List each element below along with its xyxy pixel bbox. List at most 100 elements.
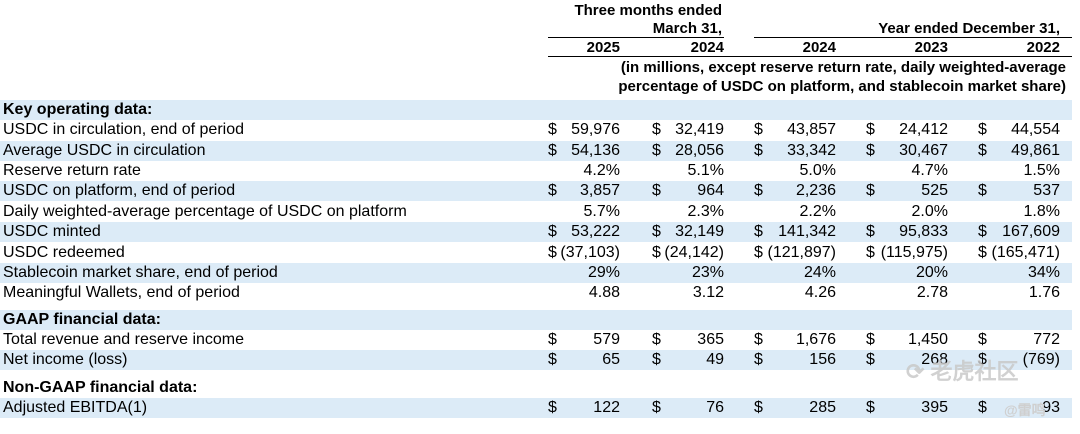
- cell-value: 2.3%: [687, 203, 724, 220]
- table-cell: $ (115,975): [866, 243, 948, 263]
- row-label: Adjusted EBITDA(1): [3, 399, 148, 416]
- dollar-sign: $: [754, 223, 763, 240]
- header-year-2023: 2023: [914, 39, 948, 56]
- dollar-sign: $: [754, 399, 763, 416]
- table-cell: $3,857: [548, 181, 620, 201]
- cell-value: 43,857: [787, 121, 836, 138]
- cell-value: 5.1%: [687, 162, 724, 179]
- cell-value: 49,861: [1011, 142, 1060, 159]
- table-cell: $43,857: [754, 120, 836, 140]
- cell-value: 122: [593, 399, 620, 416]
- dollar-sign: $: [652, 351, 661, 368]
- row-label: Total revenue and reserve income: [3, 331, 245, 348]
- table-cell: 1.76: [978, 283, 1060, 303]
- cell-value: 1.5%: [1023, 162, 1060, 179]
- table-cell: $44,554: [978, 120, 1060, 140]
- cell-value: (121,897): [767, 244, 837, 261]
- cell-value: 76: [706, 399, 724, 416]
- table-cell: $525: [866, 181, 948, 201]
- table-cell: $59,976: [548, 120, 620, 140]
- row-label: Meaningful Wallets, end of period: [3, 284, 240, 301]
- table-cell: $268: [866, 350, 948, 370]
- cell-value: 34%: [1027, 264, 1060, 281]
- dollar-sign: $: [866, 351, 875, 368]
- table-cell: $156: [754, 350, 836, 370]
- units-note-line1: (in millions, except reserve return rate…: [620, 59, 1066, 76]
- cell-value: 3,857: [579, 182, 620, 199]
- dollar-sign: $: [754, 331, 763, 348]
- section-label: Key operating data:: [3, 101, 153, 118]
- table-cell: 5.7%: [548, 202, 620, 222]
- cell-value: 2.0%: [911, 203, 948, 220]
- dollar-sign: $: [548, 351, 557, 368]
- dollar-sign: $: [754, 182, 763, 199]
- cell-value: 1,450: [907, 331, 948, 348]
- table-row: Reserve return rate 4.2% 5.1% 5.0% 4.7% 1.5%: [0, 161, 1072, 181]
- watermark-logo: ⟳ 老虎社区: [906, 359, 1019, 384]
- dollar-sign: $: [866, 244, 875, 261]
- dollar-sign: $: [978, 244, 987, 261]
- table-cell: $772: [978, 330, 1060, 350]
- dollar-sign: $: [652, 142, 661, 159]
- dollar-sign: $: [978, 399, 987, 416]
- row-label: Average USDC in circulation: [3, 142, 206, 159]
- cell-value: 4.2%: [583, 162, 620, 179]
- table-cell: $ (121,897): [754, 243, 836, 263]
- cell-value: 964: [697, 182, 724, 199]
- table-row: Adjusted EBITDA(1) $122 $76 $285 $395 $93: [0, 398, 1072, 418]
- table-cell: $ (165,471): [978, 243, 1060, 263]
- header-underline-three-months: [548, 37, 724, 38]
- cell-value: 365: [697, 331, 724, 348]
- cell-value: 4.7%: [911, 162, 948, 179]
- header-three-months-line1: Three months ended: [574, 2, 722, 19]
- table-cell: $49,861: [978, 141, 1060, 161]
- cell-value: 537: [1033, 182, 1060, 199]
- dollar-sign: $: [978, 331, 987, 348]
- cell-value: 33,342: [787, 142, 836, 159]
- table-cell: $28,056: [652, 141, 724, 161]
- table-row: USDC in circulation, end of period $59,97…: [0, 120, 1072, 140]
- dollar-sign: $: [652, 121, 661, 138]
- cell-value: 54,136: [571, 142, 620, 159]
- table-cell: 2.3%: [652, 202, 724, 222]
- cell-value: 95,833: [899, 223, 948, 240]
- dollar-sign: $: [548, 244, 557, 261]
- cell-value: 30,467: [899, 142, 948, 159]
- cell-value: 5.7%: [583, 203, 620, 220]
- table-cell: $395: [866, 398, 948, 418]
- cell-value: 2.78: [916, 284, 948, 301]
- table-cell: $579: [548, 330, 620, 350]
- table-cell: $1,676: [754, 330, 836, 350]
- table-cell: 1.8%: [978, 202, 1060, 222]
- cell-value: 5.0%: [799, 162, 836, 179]
- cell-value: (37,103): [560, 244, 620, 261]
- table-cell: 2.2%: [754, 202, 836, 222]
- dollar-sign: $: [866, 399, 875, 416]
- row-label: Reserve return rate: [3, 162, 141, 179]
- dollar-sign: $: [754, 244, 763, 261]
- cell-value: 156: [809, 351, 836, 368]
- table-cell: $93: [978, 398, 1060, 418]
- header-year-2025: 2025: [586, 39, 620, 56]
- table-row: USDC redeemed $ (37,103) $ (24,142) $ (121,897…: [0, 243, 1072, 263]
- dollar-sign: $: [866, 331, 875, 348]
- cell-value: 24%: [803, 264, 836, 281]
- cell-value: 2,236: [795, 182, 836, 199]
- table-row: Meaningful Wallets, end of period 4.88 3.1…: [0, 283, 1072, 303]
- dollar-sign: $: [866, 142, 875, 159]
- section-header-row: Non-GAAP financial data:: [0, 378, 1072, 398]
- dollar-sign: $: [978, 351, 987, 368]
- row-label: Net income (loss): [3, 351, 128, 368]
- dollar-sign: $: [754, 142, 763, 159]
- cell-value: 53,222: [571, 223, 620, 240]
- cell-value: (165,471): [991, 244, 1061, 261]
- cell-value: 1.8%: [1023, 203, 1060, 220]
- cell-value: 23%: [691, 264, 724, 281]
- table-row: Average USDC in circulation $54,136 $28,05…: [0, 141, 1072, 161]
- table-cell: $33,342: [754, 141, 836, 161]
- dollar-sign: $: [652, 223, 661, 240]
- table-cell: $ (769): [978, 350, 1060, 370]
- table-cell: $30,467: [866, 141, 948, 161]
- table-cell: 2.0%: [866, 202, 948, 222]
- table-cell: 4.7%: [866, 161, 948, 181]
